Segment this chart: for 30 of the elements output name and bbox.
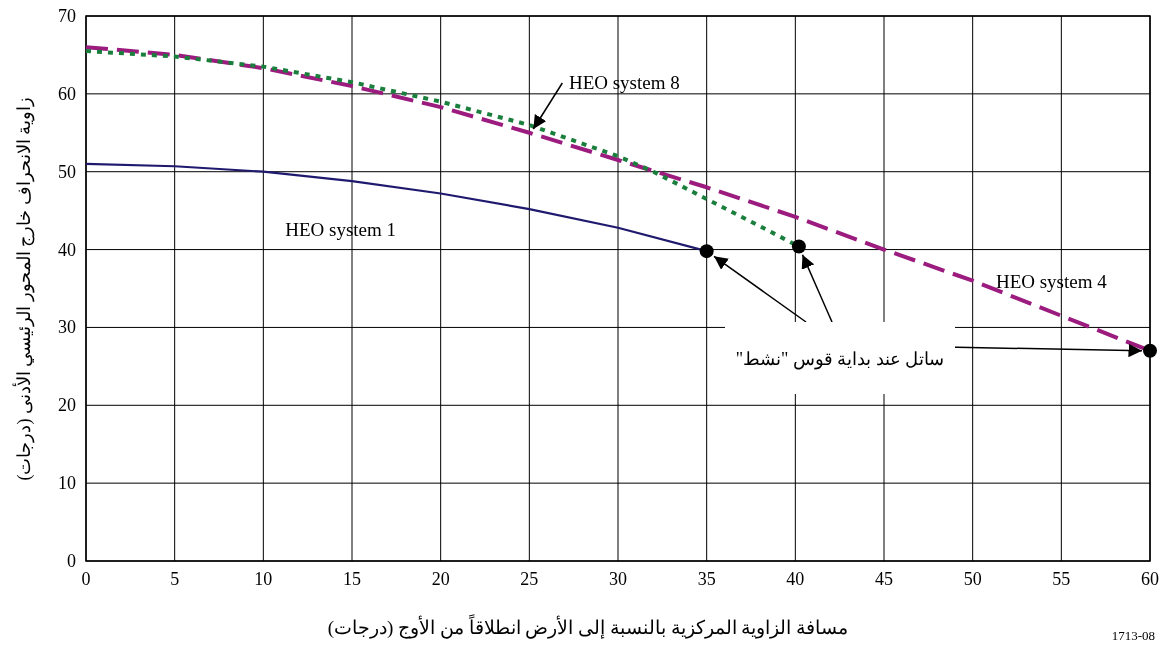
- x-axis-title: مسافة الزاوية المركزية بالنسبة إلى الأرض انطلاقاً من الأوج (درجات): [327, 614, 849, 639]
- x-tick-label: 35: [697, 569, 716, 589]
- y-axis-title: زاوية الانحراف خارج المحور الرئيسي الأدنى (درجات): [12, 96, 35, 481]
- text: HEO system 8: [568, 72, 680, 93]
- x-tick-label: 30: [609, 569, 627, 589]
- text: 1713-08: [1111, 628, 1155, 643]
- x-tick-label: 55: [1052, 569, 1071, 589]
- y-tick-label: 60: [58, 83, 76, 104]
- x-tick-label: 45: [875, 569, 893, 589]
- x-tick-label: 10: [254, 569, 273, 589]
- y-tick-label: 30: [58, 317, 76, 338]
- x-tick-label: 40: [786, 569, 805, 589]
- x-tick-label: 0: [81, 569, 91, 589]
- x-tick-label: 15: [343, 569, 361, 589]
- series-label: HEO system 1: [285, 218, 397, 240]
- x-tick-label: 60: [1141, 569, 1159, 589]
- y-tick-label: 50: [58, 161, 76, 182]
- y-tick-label: 70: [58, 6, 76, 26]
- y-tick-label: 0: [67, 551, 76, 571]
- y-tick-label: 10: [58, 473, 76, 494]
- point: [791, 239, 806, 254]
- x-tick-label: 20: [431, 569, 450, 589]
- annotation: ساتل عند بداية قوس "نشط": [735, 349, 945, 370]
- point: [699, 244, 714, 259]
- x-tick-label: 5: [170, 569, 180, 589]
- y-tick-label: 20: [58, 395, 76, 416]
- x-tick-label: 25: [520, 569, 539, 589]
- y-tick-label: 40: [58, 239, 76, 260]
- point: [1143, 343, 1157, 358]
- x-tick-label: 50: [963, 569, 982, 589]
